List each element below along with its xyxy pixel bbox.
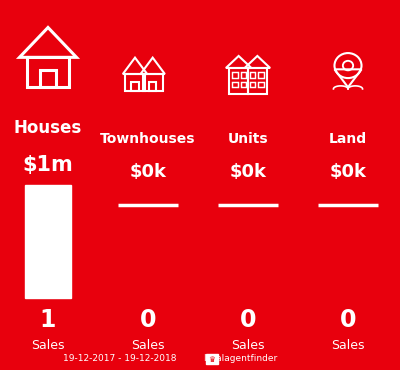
Text: Land: Land xyxy=(329,132,367,146)
Text: $0k: $0k xyxy=(330,163,366,181)
Text: Townhouses: Townhouses xyxy=(100,132,196,146)
Text: ♛: ♛ xyxy=(208,355,216,364)
Text: Sales: Sales xyxy=(331,339,365,353)
Bar xyxy=(149,81,156,91)
Bar xyxy=(248,68,267,94)
Bar xyxy=(258,82,264,87)
Bar xyxy=(40,70,56,87)
Text: $0k: $0k xyxy=(230,163,266,181)
Text: 1: 1 xyxy=(40,308,56,332)
Bar xyxy=(258,72,264,78)
Bar xyxy=(25,185,71,298)
Text: $0k: $0k xyxy=(130,163,166,181)
Bar xyxy=(241,82,246,87)
Text: 0: 0 xyxy=(340,308,356,332)
Bar xyxy=(241,72,246,78)
Bar xyxy=(250,82,255,87)
Text: Units: Units xyxy=(228,132,268,146)
Text: Sales: Sales xyxy=(131,339,165,353)
Text: 0: 0 xyxy=(240,308,256,332)
Text: 0: 0 xyxy=(140,308,156,332)
Bar xyxy=(250,72,255,78)
Text: localagentfinder: localagentfinder xyxy=(203,354,277,363)
Text: Sales: Sales xyxy=(31,339,65,353)
Text: 19-12-2017 - 19-12-2018: 19-12-2017 - 19-12-2018 xyxy=(63,354,177,363)
Text: Sales: Sales xyxy=(231,339,265,353)
Text: Houses: Houses xyxy=(14,119,82,137)
Bar xyxy=(232,72,238,78)
Bar xyxy=(27,57,69,87)
Bar xyxy=(232,82,238,87)
Bar xyxy=(206,354,218,364)
Bar xyxy=(229,68,248,94)
Bar xyxy=(125,74,145,91)
Text: $1m: $1m xyxy=(23,155,73,175)
Bar xyxy=(143,74,163,91)
Bar xyxy=(131,81,139,91)
